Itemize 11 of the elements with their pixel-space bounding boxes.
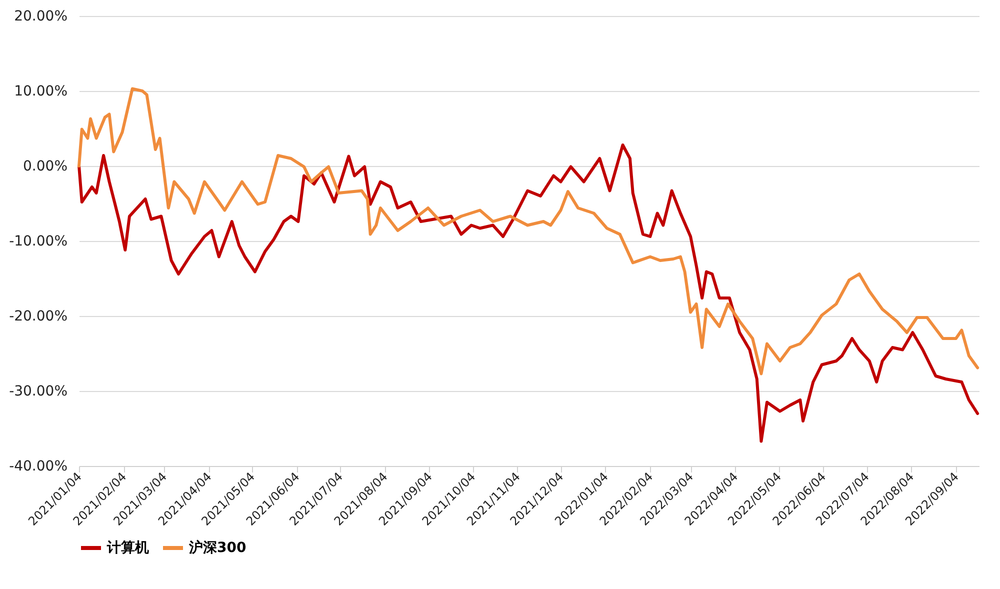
line-series [78, 87, 980, 376]
y-tick-label: 0.00% [23, 158, 68, 174]
y-tick-label: -20.00% [9, 308, 68, 324]
legend-label: 计算机 [106, 540, 149, 556]
y-tick-label: 10.00% [14, 84, 68, 100]
y-tick-label: -30.00% [9, 384, 68, 400]
line-series [78, 144, 980, 443]
legend-label: 沪深300 [188, 539, 246, 556]
y-tick-label: -40.00% [9, 458, 68, 474]
y-tick-label: -10.00% [9, 234, 68, 250]
y-tick-label: 20.00% [14, 8, 68, 24]
